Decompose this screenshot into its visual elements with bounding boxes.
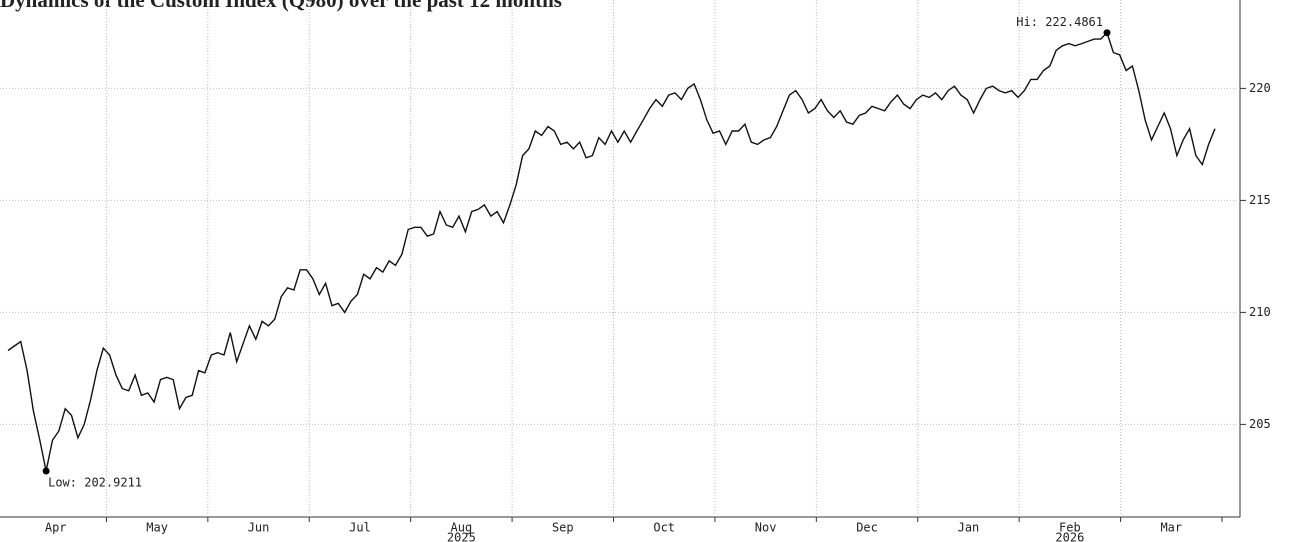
- x-tick-label: Mar: [1160, 521, 1182, 535]
- y-tick-label: 220: [1249, 81, 1271, 95]
- x-tick-label: Nov: [755, 521, 777, 535]
- x-tick-label: Jul: [349, 521, 371, 535]
- x-tick-label: Sep: [552, 521, 574, 535]
- x-tick-label: May: [146, 521, 168, 535]
- y-tick-label: 210: [1249, 305, 1271, 319]
- annotation-dot: [1103, 29, 1111, 37]
- y-tick-label: 215: [1249, 193, 1271, 207]
- x-tick-label: Oct: [653, 521, 675, 535]
- annotation-label: Low: 202.9211: [48, 475, 142, 489]
- x-tick-label: Apr: [45, 521, 67, 535]
- x-tick-label: Feb: [1059, 521, 1081, 535]
- series-line: [7, 31, 1216, 472]
- year-label: 2025: [447, 531, 476, 542]
- y-tick-label: 205: [1249, 417, 1271, 431]
- annotation-dot: [42, 467, 50, 475]
- x-tick-label: Jan: [958, 521, 980, 535]
- x-tick-label: Aug: [451, 521, 473, 535]
- annotation-label: Hi: 222.4861: [1016, 15, 1103, 29]
- chart-title: Dynamics of the Custom Index (Q980) over…: [0, 0, 562, 12]
- year-label: 2026: [1055, 531, 1084, 542]
- x-tick-label: Jun: [248, 521, 270, 535]
- x-tick-label: Dec: [856, 521, 878, 535]
